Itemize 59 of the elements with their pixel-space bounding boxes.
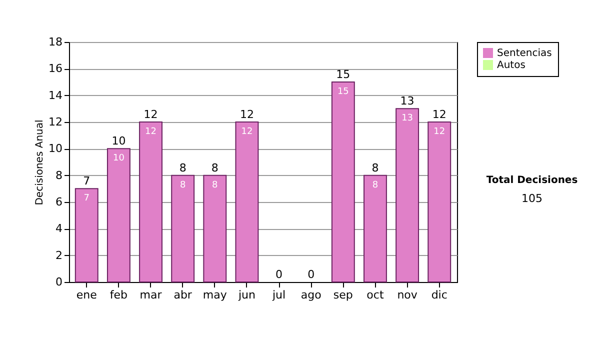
y-tick-label: 4 (56, 222, 62, 236)
y-tick-label: 2 (56, 248, 62, 262)
y-tick-label: 12 (48, 116, 62, 128)
y-axis-title: Decisiones Anual (34, 120, 46, 206)
text: Total Decisiones (486, 175, 578, 186)
x-tick-label: nov (397, 288, 418, 302)
text: 105 (522, 192, 542, 205)
data-label: 12 (434, 127, 446, 137)
x-tick-label: abr (174, 288, 192, 302)
data-label: 13 (402, 114, 414, 124)
y-tick-label: 6 (56, 196, 62, 208)
y-tick-label: 10 (48, 142, 62, 156)
bar (428, 122, 452, 282)
bar (364, 174, 387, 282)
y-tick-label: 0 (56, 276, 62, 288)
data-label: 8 (372, 180, 378, 190)
total-label: 12 (240, 108, 254, 121)
bar (396, 108, 420, 282)
total-label: 8 (372, 161, 379, 174)
x-tick-label: mar (140, 288, 162, 302)
total-label: 10 (112, 134, 126, 148)
data-label: 15 (337, 87, 349, 97)
total-label: 12 (432, 108, 446, 121)
x-tick-label: ago (300, 288, 322, 302)
data-label: 8 (180, 180, 186, 190)
x-tick-label: feb (110, 288, 128, 302)
x-tick-label: jul (271, 288, 286, 302)
x-tick-label: sep (333, 288, 353, 302)
total-label: 7 (83, 174, 90, 188)
x-tick-label: may (202, 288, 228, 302)
y-tick-label: 18 (48, 36, 62, 48)
legend-label: Sentencias (497, 48, 552, 59)
bar (235, 122, 259, 282)
y-tick-label: 14 (48, 88, 62, 102)
x-tick-label: jun (237, 288, 256, 302)
bar (74, 188, 98, 282)
bar (203, 174, 227, 282)
x-tick-label: ene (76, 288, 98, 302)
bar (106, 148, 130, 282)
total-label: 12 (144, 108, 158, 121)
legend-label: Autos (497, 60, 526, 71)
data-label: 8 (212, 180, 218, 190)
x-tick-label: dic (431, 288, 448, 302)
y-tick-label: 16 (48, 62, 62, 76)
data-label: 12 (241, 127, 253, 137)
bar (331, 82, 355, 282)
data-label: 12 (145, 127, 156, 137)
total-label: 13 (400, 94, 414, 108)
total-label: 8 (211, 161, 218, 174)
total-label: 8 (179, 161, 186, 174)
bar (171, 174, 195, 282)
total-label: 0 (308, 268, 315, 281)
bar (139, 122, 162, 282)
y-tick-label: 8 (56, 168, 62, 182)
data-label: 10 (112, 154, 125, 164)
total-label: 0 (276, 268, 283, 281)
data-label: 7 (84, 194, 90, 204)
x-tick-label: oct (366, 288, 384, 302)
total-label: 15 (336, 68, 350, 81)
